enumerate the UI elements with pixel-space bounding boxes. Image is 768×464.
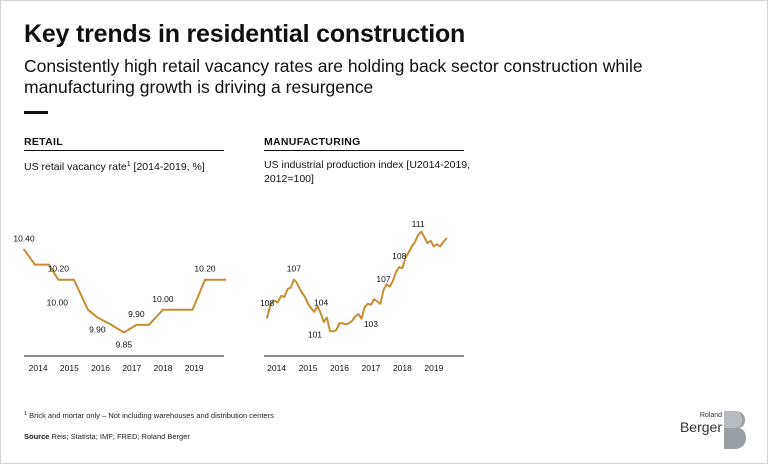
source-text: Reis; Statista; IMF; FRED; Roland Berger — [49, 432, 190, 441]
manufacturing-data-label: 101 — [308, 329, 322, 339]
manufacturing-chart: 2014 2015 2016 2017 2018 2019 108 107 104 101 103 1… — [260, 219, 464, 373]
manufacturing-series-line — [266, 230, 448, 333]
manufacturing-data-label: 108 — [392, 251, 406, 261]
manufacturing-panel-label: MANUFACTURING — [264, 136, 361, 148]
manufacturing-x-tick-label: 2015 — [299, 363, 318, 373]
manufacturing-data-label: 104 — [314, 298, 328, 308]
retail-x-tick-label: 2017 — [122, 363, 141, 373]
manufacturing-data-label: 107 — [287, 264, 301, 274]
manufacturing-panel-rule — [264, 150, 464, 151]
manufacturing-data-label: 108 — [260, 298, 274, 308]
retail-chart-title-suffix: [2014-2019, %] — [130, 161, 205, 173]
retail-panel-label: RETAIL — [24, 136, 63, 148]
retail-chart-title-text: US retail vacancy rate — [24, 161, 127, 173]
manufacturing-x-tick-label: 2014 — [267, 363, 286, 373]
retail-chart-title-footnote-mark: 1 — [126, 161, 131, 168]
source-label: Source — [24, 432, 50, 441]
manufacturing-data-label: 111 — [412, 219, 425, 229]
footnote-text: Brick and mortar only – Not including wa… — [27, 411, 274, 420]
retail-chart: 2014 2015 2016 2017 2018 2019 10.40 10.20 10.00 9… — [13, 234, 227, 373]
retail-data-label: 10.00 — [47, 297, 69, 307]
roland-berger-logo-icon — [724, 411, 746, 449]
accent-bar — [24, 111, 48, 114]
slide-title: Key trends in residential construction — [24, 20, 466, 48]
retail-data-label: 10.20 — [194, 264, 216, 274]
retail-x-tick-label: 2018 — [154, 363, 173, 373]
source-line: Source Reis; Statista; IMF; FRED; Roland… — [24, 432, 190, 441]
manufacturing-x-tick-label: 2019 — [424, 363, 443, 373]
retail-data-label: 10.40 — [13, 234, 35, 244]
retail-x-tick-label: 2019 — [185, 363, 204, 373]
retail-chart-title: US retail vacancy rate1 [2014-2019, %] — [24, 158, 229, 174]
retail-x-tick-label: 2014 — [29, 363, 48, 373]
retail-panel-rule — [24, 150, 224, 151]
retail-series-line — [23, 248, 227, 334]
manufacturing-x-tick-label: 2016 — [330, 363, 349, 373]
roland-berger-logo-text: Roland Berger — [680, 412, 722, 435]
manufacturing-x-tick-label: 2018 — [393, 363, 412, 373]
manufacturing-data-label: 107 — [376, 274, 390, 284]
retail-data-label: 10.20 — [48, 264, 70, 274]
slide-subtitle: Consistently high retail vacancy rates a… — [24, 56, 643, 97]
retail-data-label: 9.85 — [116, 339, 133, 349]
retail-x-tick-label: 2015 — [60, 363, 79, 373]
retail-data-label: 10.00 — [152, 294, 174, 304]
retail-data-label: 9.90 — [89, 324, 106, 334]
manufacturing-chart-title: US industrial production index [U2014-20… — [264, 159, 471, 185]
manufacturing-x-tick-label: 2017 — [361, 363, 380, 373]
retail-data-label: 9.90 — [128, 309, 145, 319]
manufacturing-data-label: 103 — [364, 319, 378, 329]
footnote: 1 Brick and mortar only – Not including … — [24, 411, 274, 420]
retail-x-tick-label: 2016 — [91, 363, 110, 373]
footnote-mark: 1 — [24, 411, 28, 417]
logo-line-berger: Berger — [679, 419, 722, 435]
logo-line-roland: Roland — [699, 412, 722, 419]
